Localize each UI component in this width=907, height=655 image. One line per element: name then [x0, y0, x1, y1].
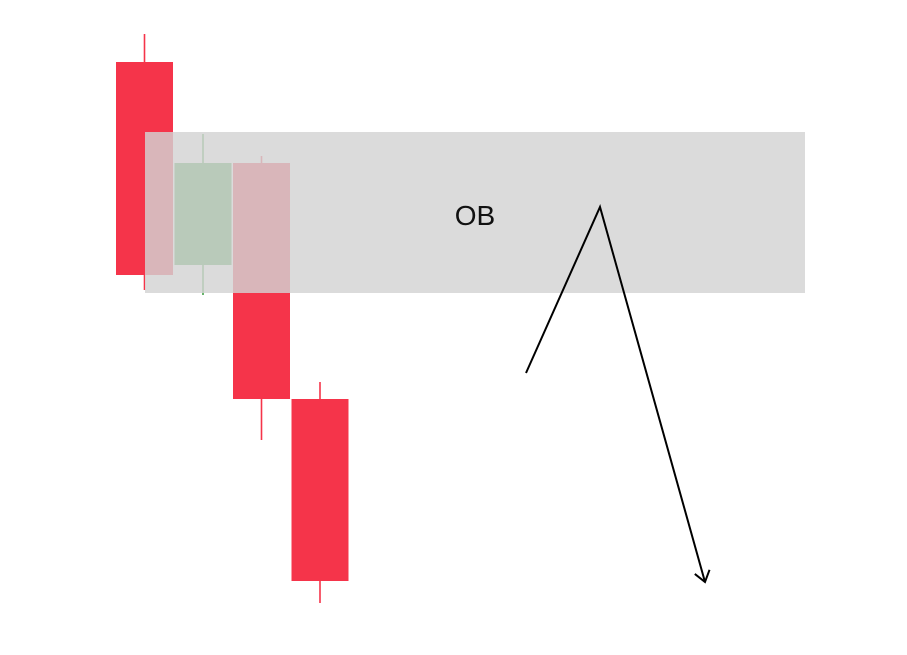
order-block-zone	[145, 132, 805, 293]
candle-body	[291, 399, 349, 581]
order-block-label: OB	[455, 200, 495, 231]
arrowhead-icon	[694, 569, 711, 584]
candles-layer	[116, 34, 349, 603]
projection-path	[525, 204, 706, 583]
